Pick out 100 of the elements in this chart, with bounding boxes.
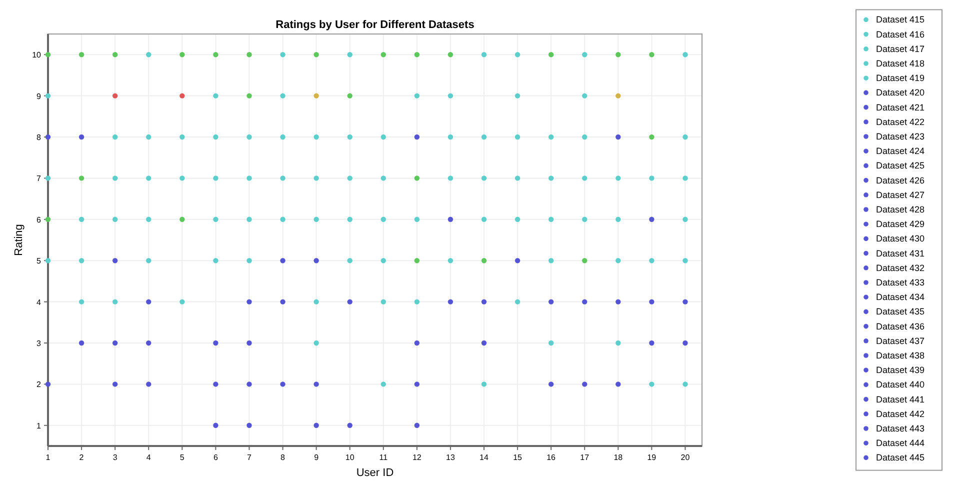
point bbox=[649, 299, 654, 304]
point bbox=[616, 52, 621, 58]
point bbox=[481, 299, 487, 304]
y-tick-label: 1 bbox=[36, 421, 42, 430]
point bbox=[414, 258, 420, 264]
x-tick-label: 15 bbox=[513, 453, 523, 462]
legend-label: Dataset 417 bbox=[876, 44, 925, 54]
point bbox=[514, 258, 520, 264]
legend-label: Dataset 441 bbox=[876, 394, 925, 404]
x-tick-label: 16 bbox=[546, 453, 556, 462]
legend-label: Dataset 444 bbox=[876, 438, 925, 448]
legend-label: Dataset 431 bbox=[876, 248, 925, 258]
legend-label: Dataset 433 bbox=[876, 278, 925, 288]
point bbox=[180, 216, 185, 222]
point bbox=[314, 258, 319, 264]
point bbox=[481, 258, 487, 264]
point bbox=[380, 52, 386, 58]
point bbox=[414, 382, 420, 387]
point bbox=[347, 93, 352, 98]
point bbox=[448, 299, 454, 304]
y-tick-label: 9 bbox=[36, 92, 42, 101]
point bbox=[548, 52, 554, 58]
point bbox=[213, 382, 218, 387]
point bbox=[616, 299, 621, 304]
point bbox=[146, 299, 152, 304]
point bbox=[314, 422, 319, 428]
point bbox=[78, 340, 84, 346]
legend-label: Dataset 442 bbox=[876, 408, 925, 419]
y-axis-title: Rating bbox=[13, 224, 25, 256]
point bbox=[246, 340, 252, 346]
x-axis-title: User ID bbox=[356, 467, 394, 479]
x-tick-label: 2 bbox=[79, 453, 84, 462]
point bbox=[78, 176, 84, 181]
point bbox=[45, 52, 51, 58]
point bbox=[616, 93, 621, 98]
legend-label: Dataset 426 bbox=[876, 175, 925, 186]
y-tick-label: 2 bbox=[36, 380, 42, 390]
point bbox=[314, 93, 319, 98]
point bbox=[314, 52, 319, 58]
legend-label: Dataset 418 bbox=[876, 58, 925, 68]
legend-label: Dataset 416 bbox=[876, 29, 925, 40]
x-tick-label: 1 bbox=[46, 453, 51, 462]
point bbox=[481, 340, 487, 346]
point bbox=[246, 299, 252, 304]
y-tick-label: 3 bbox=[36, 339, 42, 348]
point bbox=[146, 340, 152, 346]
legend-label: Dataset 430 bbox=[876, 234, 925, 244]
legend-label: Dataset 436 bbox=[876, 321, 925, 332]
x-tick-label: 7 bbox=[247, 453, 252, 462]
point bbox=[448, 52, 454, 58]
point bbox=[280, 382, 286, 387]
point bbox=[582, 299, 588, 304]
legend-label: Dataset 423 bbox=[876, 132, 925, 142]
point bbox=[616, 134, 621, 140]
point bbox=[246, 422, 252, 428]
point bbox=[112, 93, 118, 98]
point bbox=[347, 422, 352, 428]
legend-label: Dataset 424 bbox=[876, 146, 925, 156]
point bbox=[246, 382, 252, 387]
x-tick-label: 12 bbox=[412, 453, 422, 462]
point bbox=[213, 340, 218, 346]
point bbox=[582, 382, 588, 387]
x-tick-label: 20 bbox=[680, 453, 690, 462]
x-tick-label: 9 bbox=[314, 453, 320, 462]
legend-label: Dataset 429 bbox=[876, 219, 925, 230]
y-tick-label: 8 bbox=[36, 133, 42, 142]
point bbox=[414, 422, 420, 428]
x-tick-label: 13 bbox=[446, 453, 456, 462]
point bbox=[213, 52, 218, 58]
point bbox=[414, 52, 420, 58]
point bbox=[246, 93, 252, 98]
legend-label: Dataset 445 bbox=[876, 452, 925, 463]
point bbox=[649, 134, 654, 140]
point bbox=[682, 340, 688, 346]
legend-label: Dataset 425 bbox=[876, 160, 925, 171]
point bbox=[180, 52, 185, 58]
point bbox=[314, 382, 319, 387]
y-tick-label: 4 bbox=[36, 298, 42, 307]
x-tick-label: 6 bbox=[213, 453, 218, 462]
point bbox=[582, 258, 588, 264]
legend-label: Dataset 420 bbox=[876, 88, 925, 98]
legend-label: Dataset 421 bbox=[876, 102, 925, 112]
point bbox=[280, 258, 286, 264]
x-tick-label: 14 bbox=[480, 453, 489, 462]
legend-label: Dataset 438 bbox=[876, 350, 925, 360]
point bbox=[146, 382, 152, 387]
point bbox=[347, 299, 352, 304]
legend-label: Dataset 419 bbox=[876, 73, 925, 84]
point bbox=[649, 216, 654, 222]
point bbox=[414, 134, 420, 140]
legend-label: Dataset 434 bbox=[876, 292, 925, 302]
point bbox=[45, 382, 51, 387]
legend-label: Dataset 440 bbox=[876, 380, 925, 390]
point bbox=[112, 340, 118, 346]
point bbox=[112, 258, 118, 264]
point bbox=[45, 216, 51, 222]
x-tick-label: 4 bbox=[146, 453, 152, 462]
point bbox=[616, 382, 621, 387]
legend-label: Dataset 428 bbox=[876, 204, 925, 214]
point bbox=[548, 382, 554, 387]
